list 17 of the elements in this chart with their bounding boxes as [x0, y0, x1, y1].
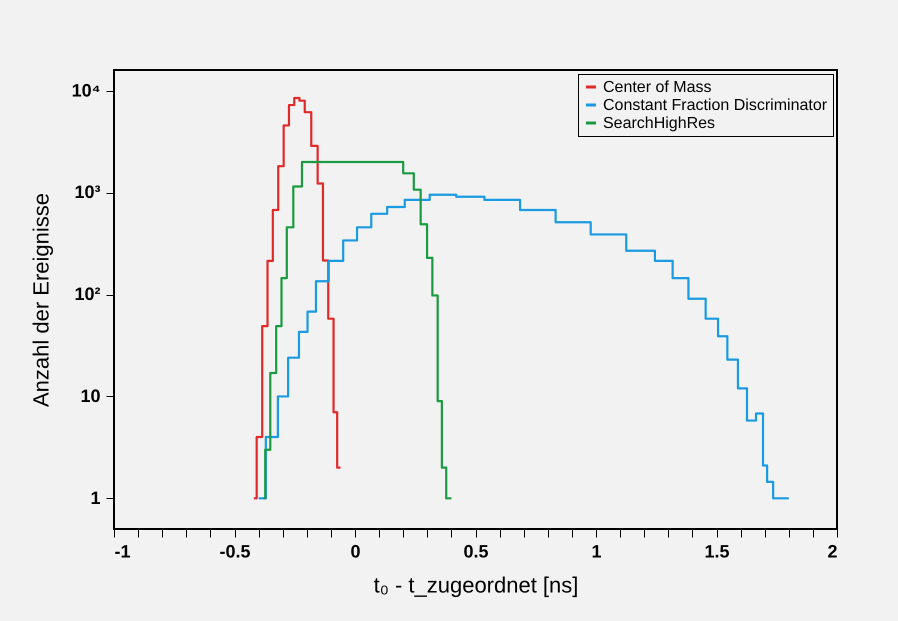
- y-tick-label: 10⁴: [72, 80, 100, 100]
- x-tick-label: 0.5: [463, 542, 489, 562]
- x-tick-label: 0: [350, 542, 361, 562]
- y-tick-label: 10³: [74, 182, 101, 202]
- x-tick-label: 2: [827, 542, 838, 562]
- legend-label: Constant Fraction Discriminator: [603, 97, 828, 114]
- y-axis-title: Anzahl der Ereignisse: [28, 192, 54, 408]
- x-tick-label: -1: [114, 542, 131, 562]
- legend-label: SearchHighRes: [603, 115, 716, 132]
- x-tick-label: -0.5: [219, 542, 251, 562]
- legend-label: Center of Mass: [603, 79, 712, 96]
- y-tick-label: 1: [90, 488, 100, 508]
- y-tick-label: 10: [80, 386, 100, 406]
- y-tick-label: 10²: [74, 284, 101, 304]
- x-tick-label: 1: [591, 542, 602, 562]
- x-axis-title: t₀ - t_zugeordnet [ns]: [374, 572, 578, 598]
- x-tick-label: 1.5: [704, 542, 730, 562]
